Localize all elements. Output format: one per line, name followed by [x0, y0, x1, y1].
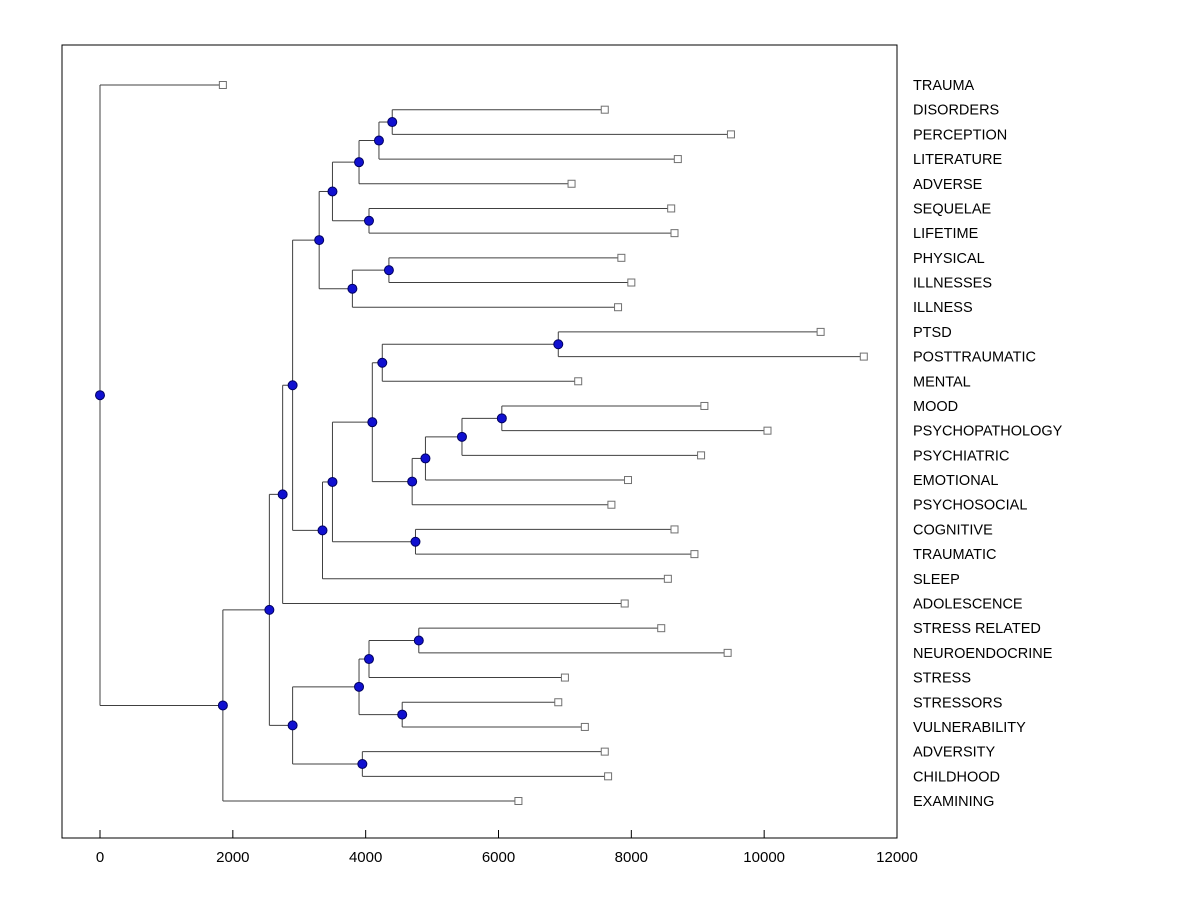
leaf-marker [697, 451, 706, 460]
leaf-marker [816, 327, 825, 336]
cluster-node-marker [367, 417, 378, 428]
cluster-node-marker [456, 431, 467, 442]
cluster-node-marker [354, 157, 365, 168]
cluster-node-marker [363, 654, 374, 665]
leaf-marker [663, 574, 672, 583]
cluster-node-marker [327, 186, 338, 197]
leaf-marker [567, 179, 576, 188]
leaf-label: ADVERSE [913, 177, 983, 193]
cluster-node-marker [314, 235, 325, 246]
cluster-node-marker [287, 380, 298, 391]
leaf-label: NEUROENDOCRINE [913, 646, 1053, 662]
leaf-marker [627, 278, 636, 287]
leaf-marker [617, 253, 626, 262]
leaf-marker [574, 377, 583, 386]
leaf-label: COGNITIVE [913, 522, 993, 538]
cluster-node-marker [383, 265, 394, 276]
x-axis-tick-label: 0 [96, 849, 104, 866]
cluster-node-marker [317, 525, 328, 536]
leaf-marker [690, 550, 699, 559]
leaf-label: STRESS [913, 671, 971, 687]
x-axis-tick-label: 12000 [876, 849, 918, 866]
leaf-marker [670, 525, 679, 534]
leaf-marker [218, 81, 227, 89]
leaf-label: ILLNESS [913, 300, 973, 316]
x-axis-tick-label: 8000 [615, 849, 648, 866]
cluster-node-marker [327, 476, 338, 487]
leaf-marker [667, 204, 676, 213]
cluster-node-marker [277, 489, 288, 500]
leaf-marker [607, 500, 616, 509]
cluster-node-marker [377, 357, 388, 368]
leaf-label: TRAUMA [913, 78, 975, 94]
cluster-node-marker [357, 758, 368, 769]
leaf-label: POSTTRAUMATIC [913, 350, 1036, 366]
leaf-label: ADVERSITY [913, 745, 996, 761]
leaf-marker [600, 105, 609, 114]
x-axis-tick-label: 2000 [216, 849, 249, 866]
leaf-label: CHILDHOOD [913, 769, 1000, 785]
cluster-node-marker [553, 339, 564, 350]
cluster-node-marker [496, 413, 507, 424]
leaf-label: PHYSICAL [913, 251, 985, 267]
leaf-marker [670, 229, 679, 238]
leaf-label: ADOLESCENCE [913, 596, 1023, 612]
cluster-node-marker [217, 700, 228, 711]
cluster-node-marker [95, 390, 105, 401]
x-axis-tick-label: 6000 [482, 849, 515, 866]
leaf-label: EMOTIONAL [913, 473, 998, 489]
cluster-node-marker [410, 536, 421, 547]
x-axis-tick-label: 10000 [743, 849, 785, 866]
leaf-label: ILLNESSES [913, 276, 992, 292]
leaf-label: PSYCHIATRIC [913, 448, 1009, 464]
leaf-label: LIFETIME [913, 226, 979, 242]
leaf-label: STRESSORS [913, 695, 1002, 711]
leaf-label: MENTAL [913, 374, 971, 390]
leaf-label: VULNERABILITY [913, 720, 1026, 736]
leaf-marker [859, 352, 868, 361]
leaf-marker [514, 797, 523, 806]
leaf-marker [600, 747, 609, 756]
leaf-label: PSYCHOPATHOLOGY [913, 424, 1063, 440]
leaf-marker [700, 401, 709, 410]
cluster-node-marker [407, 476, 418, 487]
leaf-label: STRESS RELATED [913, 621, 1041, 637]
cluster-node-marker [354, 681, 365, 692]
cluster-node-marker [347, 283, 358, 294]
leaf-label: DISORDERS [913, 103, 999, 119]
plot-box [61, 44, 898, 839]
leaf-marker [620, 599, 629, 608]
leaf-label: PERCEPTION [913, 127, 1007, 143]
leaf-label: SEQUELAE [913, 201, 991, 217]
leaf-marker [560, 673, 569, 682]
leaf-marker [604, 772, 613, 781]
leaf-label: SLEEP [913, 572, 960, 588]
cluster-node-marker [420, 453, 431, 464]
leaf-marker [554, 698, 563, 707]
leaf-marker [614, 303, 623, 312]
leaf-marker [580, 722, 589, 731]
cluster-node-marker [363, 215, 374, 226]
leaf-label: PSYCHOSOCIAL [913, 498, 1027, 514]
leaf-label: TRAUMATIC [913, 547, 997, 563]
leaf-marker [726, 130, 735, 139]
leaf-marker [673, 155, 682, 164]
cluster-node-marker [397, 709, 408, 720]
leaf-label: LITERATURE [913, 152, 1002, 168]
cluster-node-marker [373, 135, 384, 146]
leaf-label: PTSD [913, 325, 952, 341]
leaf-marker [657, 624, 666, 633]
cluster-node-marker [387, 117, 398, 128]
x-axis-tick-label: 4000 [349, 849, 382, 866]
leaf-label: MOOD [913, 399, 958, 415]
leaf-marker [763, 426, 772, 435]
leaf-label: EXAMINING [913, 794, 994, 810]
leaf-marker [624, 476, 633, 485]
leaf-marker [723, 648, 732, 657]
cluster-node-marker [264, 604, 275, 615]
cluster-node-marker [413, 635, 424, 646]
cluster-node-marker [287, 720, 298, 731]
